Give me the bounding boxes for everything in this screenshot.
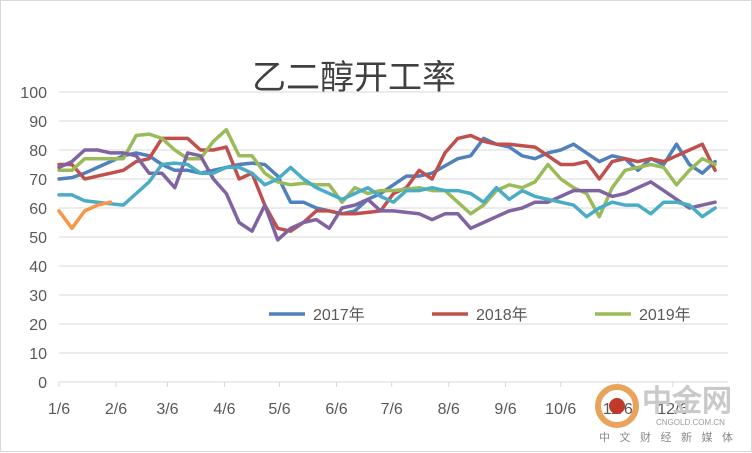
series-lines: [57, 127, 717, 242]
watermark-subtitle: 中 文 财 经 新 媒 体: [599, 430, 736, 444]
y-tick-label: 80: [29, 143, 47, 160]
y-tick-label: 90: [29, 114, 47, 131]
x-tick-label: 6/6: [325, 401, 347, 418]
y-tick-label: 0: [38, 375, 47, 392]
x-tick-label: 3/6: [156, 401, 178, 418]
watermark-url: CNGOLD.COM.CN: [656, 418, 725, 427]
x-tick-label: 5/6: [268, 401, 290, 418]
legend-label: 2017年: [313, 306, 365, 324]
watermark-logo: 中金网 CNGOLD.COM.CN 中 文 财 经 新 媒 体: [595, 384, 736, 444]
x-tick-label: 4/6: [213, 401, 235, 418]
x-tick-label: 1/6: [48, 401, 70, 418]
series-line-6: [57, 200, 113, 231]
watermark-logo-icon: [595, 384, 639, 428]
axes: 0 10 20 30 40 50 60 70 80 90 100 1/6 2/6 3/6 4/6 5/6 6/6…: [20, 85, 728, 418]
watermark-logo-icon-core: [609, 398, 625, 414]
x-tick-label: 8/6: [438, 401, 460, 418]
legend-label: 2019年: [639, 306, 691, 324]
series-line-2: [57, 133, 717, 233]
x-tick-label: 12/6: [657, 401, 688, 418]
x-tick-label: 9/6: [494, 401, 516, 418]
y-tick-label: 100: [20, 85, 47, 102]
series-line-4: [57, 148, 717, 242]
y-tick-label: 30: [29, 288, 47, 305]
y-tick-label: 70: [29, 172, 47, 189]
x-tick-label: 7/6: [381, 401, 403, 418]
watermark-name: 中金网: [642, 384, 732, 419]
series-line-5: [57, 161, 717, 219]
y-tick-label: 40: [29, 259, 47, 276]
legend-label: 2018年: [476, 306, 528, 324]
chart-title: 乙二醇开工率: [252, 58, 456, 98]
series-line-3: [57, 127, 717, 219]
y-tick-label: 50: [29, 230, 47, 247]
y-tick-label: 60: [29, 201, 47, 218]
x-tick-label: 10/6: [545, 401, 576, 418]
legend: 2017年 2018年 2019年: [269, 306, 691, 324]
x-tick-label: 2/6: [105, 401, 127, 418]
y-tick-label: 10: [29, 346, 47, 363]
y-tick-label: 20: [29, 317, 47, 334]
